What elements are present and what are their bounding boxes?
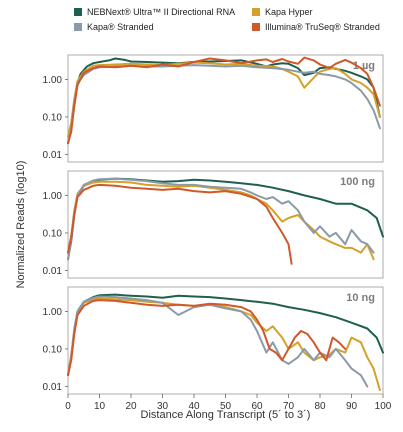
legend-item-illumina: Illumina® TruSeq® Stranded bbox=[252, 22, 402, 32]
panel-frame-1 bbox=[67, 170, 384, 279]
x-tick-label: 80 bbox=[314, 401, 326, 412]
y-tick-label: 0.01 bbox=[43, 266, 63, 277]
x-axis-label: Distance Along Transcript (5´ to 3´) bbox=[141, 409, 311, 421]
panel-label: 1 µg bbox=[353, 60, 375, 72]
y-tick-label: 1.00 bbox=[43, 307, 63, 318]
panel-label: 10 ng bbox=[346, 292, 375, 304]
series-line-kapa_stranded-panel-1 bbox=[67, 177, 375, 261]
series-line-kapa_hyper-panel-1 bbox=[67, 180, 375, 261]
x-tick-label: 100 bbox=[375, 401, 392, 412]
series-line-kapa_hyper-panel-0 bbox=[67, 61, 381, 138]
y-tick-label: 0.10 bbox=[43, 344, 63, 355]
x-tick-label: 10 bbox=[94, 401, 106, 412]
legend-label-kapa-hyper: Kapa Hyper bbox=[265, 7, 313, 17]
legend-swatch-nebnext bbox=[74, 8, 82, 16]
x-tick-label: 30 bbox=[157, 401, 169, 412]
series-line-kapa_stranded-panel-0 bbox=[67, 64, 381, 145]
x-tick-label: 50 bbox=[220, 401, 232, 412]
series-line-kapa_hyper-panel-2 bbox=[67, 297, 381, 392]
legend-swatch-kapa-stranded bbox=[74, 23, 82, 31]
legend-swatch-kapa-hyper bbox=[252, 8, 260, 16]
y-tick-label: 0.10 bbox=[43, 112, 63, 123]
series-line-illumina-panel-0 bbox=[67, 56, 381, 145]
legend-label-kapa-stranded: Kapa® Stranded bbox=[87, 22, 154, 32]
x-tick-label: 70 bbox=[283, 401, 295, 412]
x-tick-label: 90 bbox=[346, 401, 358, 412]
panel-label: 100 ng bbox=[340, 176, 375, 188]
y-axis-label: Normalized Reads (log10) bbox=[15, 161, 27, 289]
panel-frame-0 bbox=[67, 54, 384, 163]
legend-label-illumina: Illumina® TruSeq® Stranded bbox=[265, 22, 380, 32]
x-tick-label: 60 bbox=[251, 401, 263, 412]
chart-legend: NEBNext® Ultra™ II Directional RNA Kapa … bbox=[74, 7, 402, 32]
x-tick-label: 40 bbox=[188, 401, 200, 412]
y-tick-label: 0.01 bbox=[43, 150, 63, 161]
y-tick-label: 1.00 bbox=[43, 75, 63, 86]
series-line-nebnext-panel-0 bbox=[67, 57, 381, 145]
series-line-illumina-panel-2 bbox=[67, 299, 347, 377]
legend-label-nebnext: NEBNext® Ultra™ II Directional RNA bbox=[87, 7, 236, 17]
y-tick-label: 0.10 bbox=[43, 228, 63, 239]
legend-item-kapa-hyper: Kapa Hyper bbox=[252, 7, 402, 17]
x-tick-label: 0 bbox=[65, 401, 71, 412]
series-line-kapa_stranded-panel-2 bbox=[67, 295, 369, 388]
x-tick-label: 20 bbox=[125, 401, 137, 412]
y-tick-label: 1.00 bbox=[43, 191, 63, 202]
legend-item-kapa-stranded: Kapa® Stranded bbox=[74, 22, 252, 32]
y-tick-label: 0.01 bbox=[43, 382, 63, 393]
series-line-illumina-panel-1 bbox=[67, 183, 293, 265]
legend-item-nebnext: NEBNext® Ultra™ II Directional RNA bbox=[74, 7, 252, 17]
legend-swatch-illumina bbox=[252, 23, 260, 31]
